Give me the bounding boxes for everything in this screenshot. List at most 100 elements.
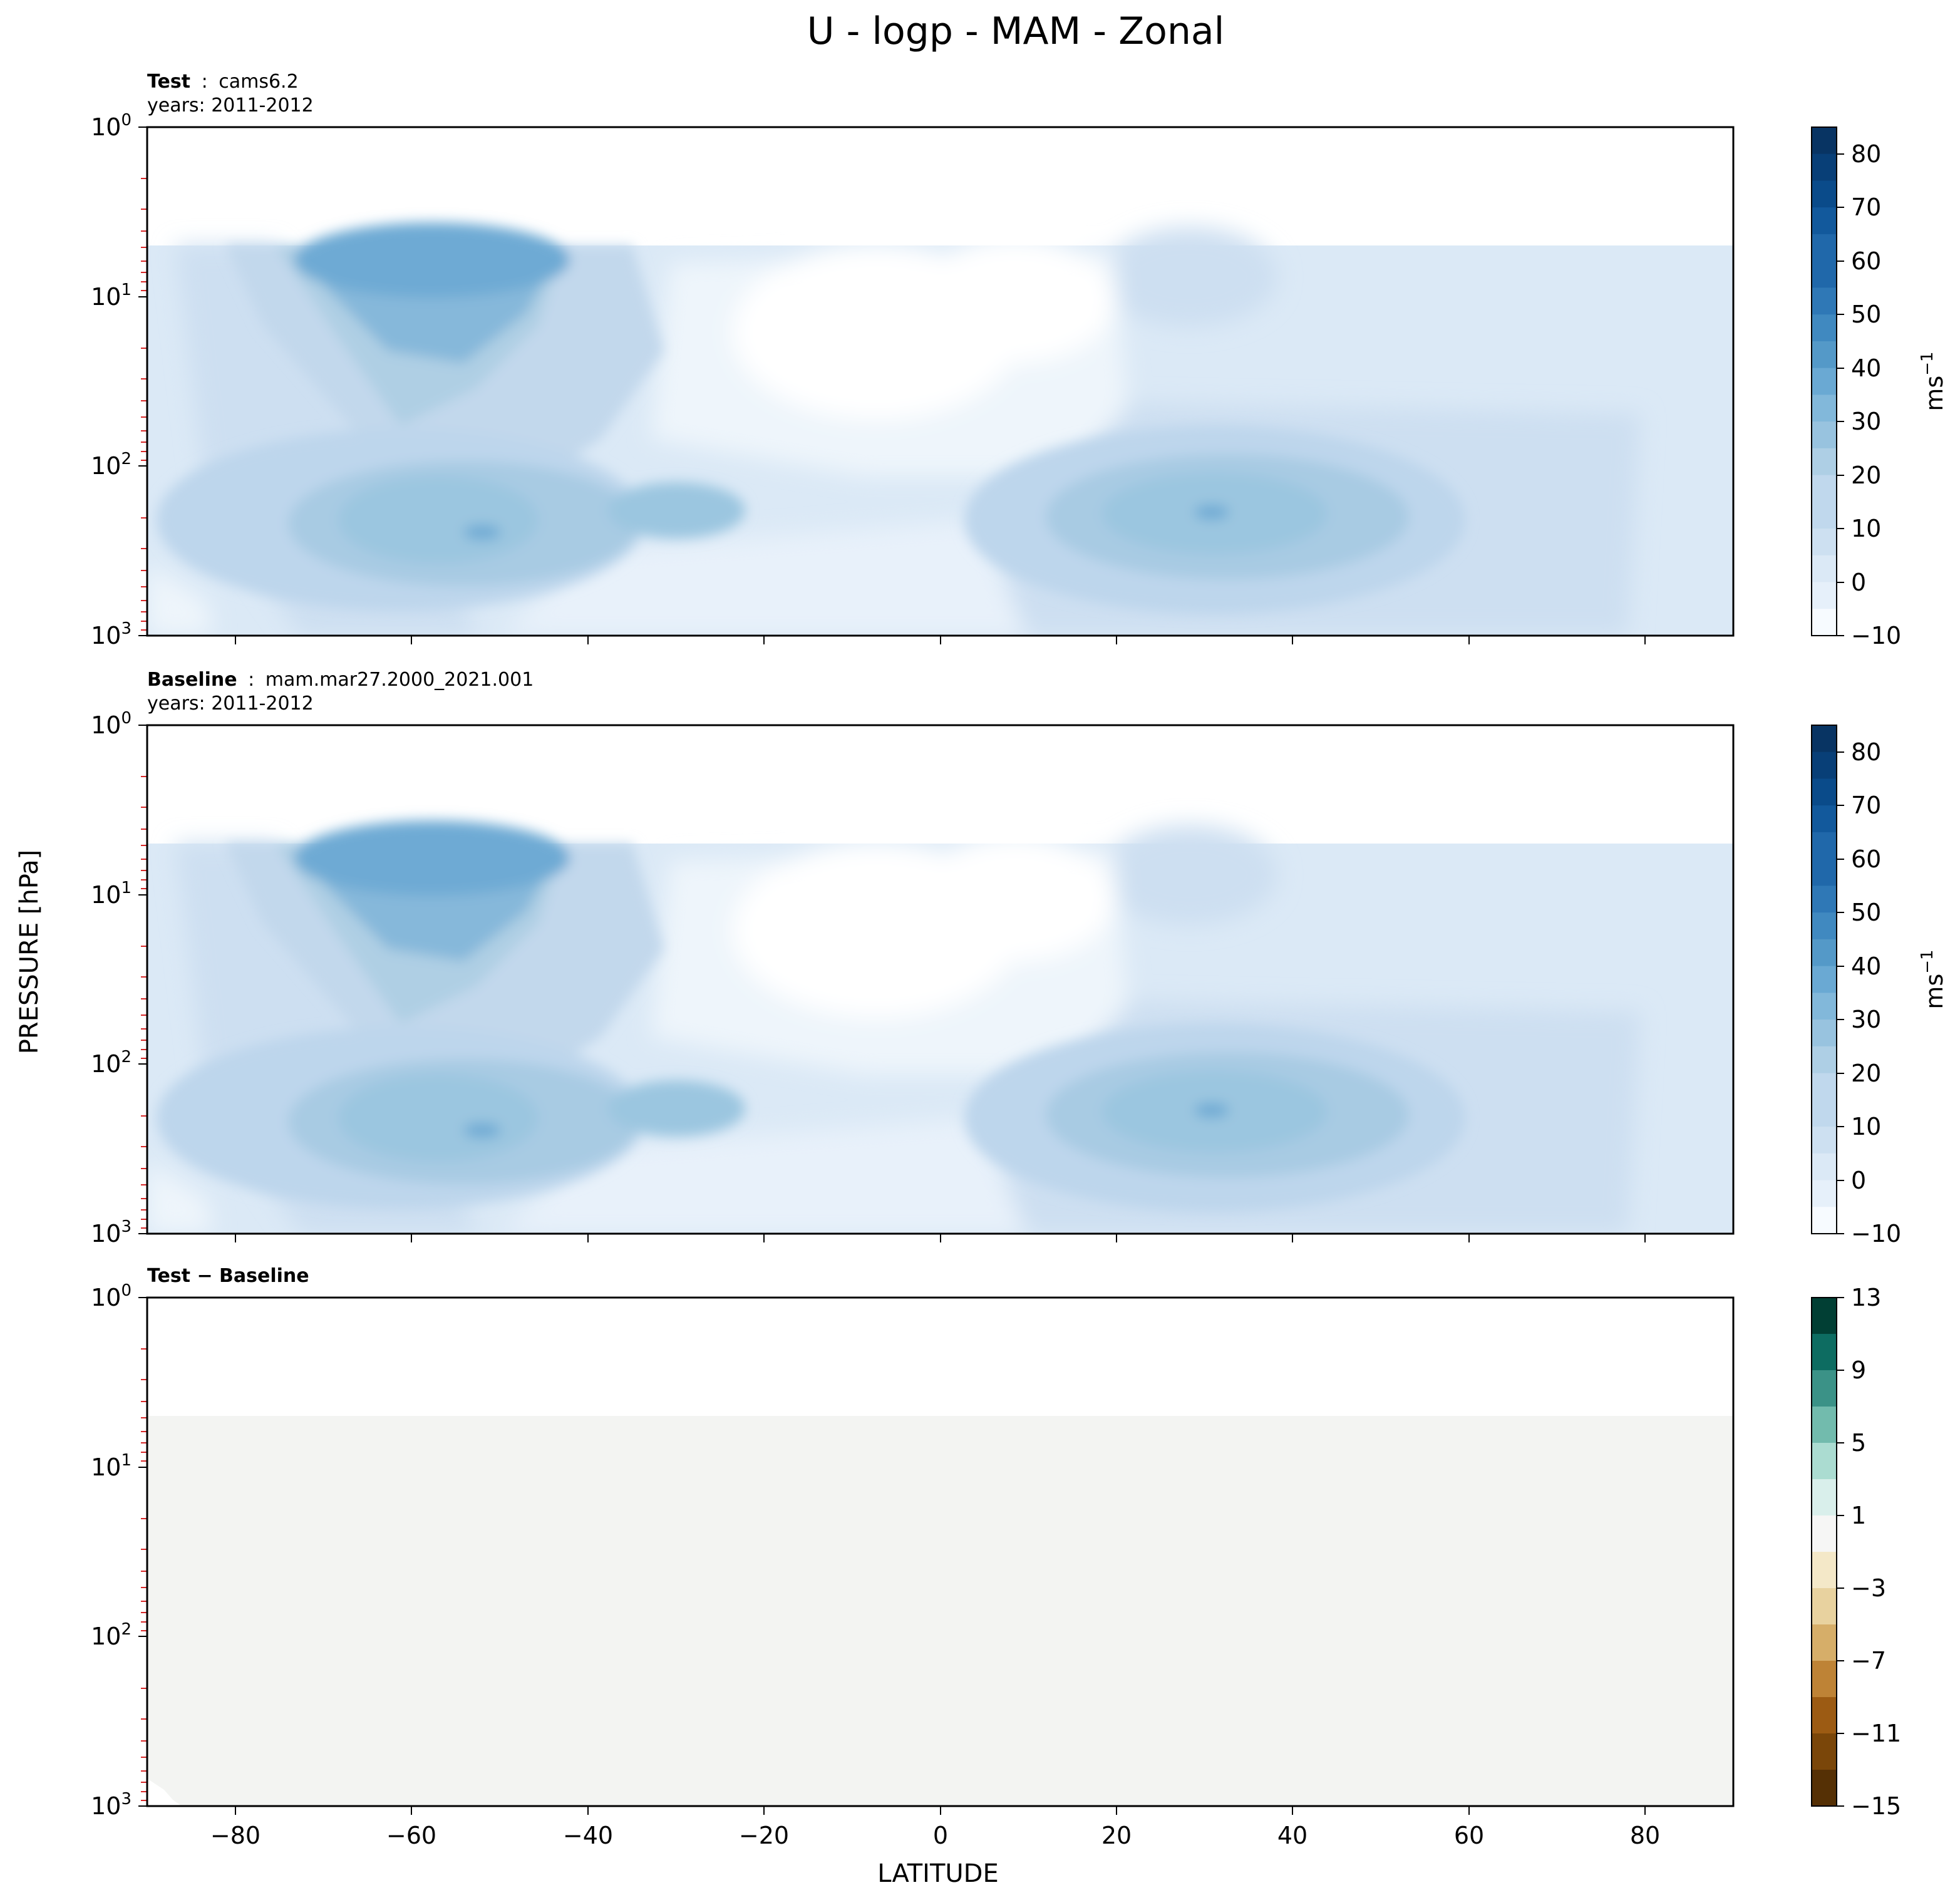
- y-minor-ticks: [141, 178, 147, 631]
- colorbar-swatch: [1812, 234, 1837, 262]
- colorbar-swatch: [1812, 529, 1837, 556]
- colorbar-swatch: [1812, 1733, 1837, 1770]
- colorbar-swatch: [1812, 127, 1837, 155]
- colorbar-swatch: [1812, 180, 1837, 208]
- panel-header-value: mam.mar27.2000_2021.001: [266, 669, 534, 691]
- y-tick-label: 101: [91, 879, 132, 909]
- colorbar-tick-label: 80: [1851, 738, 1881, 766]
- y-tick-label: 101: [91, 281, 132, 311]
- colorbar-swatch: [1812, 725, 1837, 753]
- y-minor-ticks: [141, 1348, 147, 1801]
- colorbar-swatch: [1812, 805, 1837, 833]
- x-ticks: [235, 636, 1646, 644]
- colorbar-swatch: [1812, 448, 1837, 476]
- colorbar-tick-label: 50: [1851, 899, 1881, 926]
- colorbar-tick-label: 40: [1851, 354, 1881, 382]
- colorbar-tick-label: 10: [1851, 1113, 1881, 1140]
- colorbar-swatch: [1812, 1180, 1837, 1207]
- colorbar-swatch: [1812, 261, 1837, 288]
- colorbar-swatch: [1812, 1153, 1837, 1181]
- colorbar-swatch: [1812, 1207, 1837, 1234]
- colorbar-swatch: [1812, 1661, 1837, 1698]
- colorbar-swatch: [1812, 555, 1837, 583]
- colorbar-swatch: [1812, 885, 1837, 913]
- colorbar-swatch: [1812, 287, 1837, 315]
- colorbar-swatch: [1812, 912, 1837, 940]
- colorbar-tick-label: 60: [1851, 247, 1881, 275]
- colorbar-swatch: [1812, 475, 1837, 502]
- panel-years: years: 2011-2012: [147, 693, 314, 715]
- colorbar-tick-label: 20: [1851, 462, 1881, 489]
- x-tick-label: 0: [933, 1822, 948, 1849]
- colorbar: ms−1 −10 0 10 20 30 40 50 60 70 80: [1811, 725, 1948, 1247]
- x-tick-label: 20: [1101, 1822, 1132, 1849]
- colorbar-tick-label: 9: [1851, 1356, 1866, 1384]
- panel-difference: Test − Baseline: [91, 1265, 1901, 1849]
- colorbar-tick-label: −10: [1851, 622, 1901, 649]
- colorbar-tick-label: 10: [1851, 515, 1881, 542]
- panel-header-value: cams6.2: [219, 71, 298, 93]
- colorbar-swatch: [1812, 966, 1837, 993]
- colorbar-swatch: [1812, 1588, 1837, 1625]
- colorbar-ticks: [1837, 751, 1844, 1234]
- colorbar-swatch: [1812, 1298, 1837, 1335]
- y-tick-label: 102: [91, 450, 132, 480]
- contour-field: [147, 1416, 1733, 1806]
- colorbar-swatch: [1812, 1624, 1837, 1661]
- colorbar-swatch: [1812, 502, 1837, 529]
- colorbar-swatch: [1812, 993, 1837, 1020]
- colorbar-swatch: [1812, 609, 1837, 636]
- colorbar: −15 −11 −7 −3 1 5 9 13: [1811, 1284, 1901, 1820]
- y-tick-labels: 100 101 102 103: [91, 709, 132, 1247]
- colorbar-swatch: [1812, 1046, 1837, 1074]
- colorbar-swatch: [1812, 207, 1837, 235]
- colorbar-swatch: [1812, 1020, 1837, 1047]
- colorbar-tick-label: −11: [1851, 1720, 1901, 1747]
- y-tick-label: 103: [91, 1790, 132, 1820]
- y-major-ticks: [138, 1297, 147, 1807]
- colorbar-swatch: [1812, 832, 1837, 860]
- colorbar-tick-labels: −10 0 10 20 30 40 50 60 70 80: [1851, 140, 1901, 649]
- colorbar-tick-label: 0: [1851, 569, 1866, 596]
- panel-header-sep: :: [248, 669, 254, 691]
- y-tick-label: 102: [91, 1048, 132, 1078]
- colorbar-tick-label: 70: [1851, 194, 1881, 221]
- y-tick-labels: 100 101 102 103: [91, 1281, 132, 1820]
- colorbar-tick-label: 40: [1851, 953, 1881, 980]
- colorbar-swatch: [1812, 1127, 1837, 1154]
- panel-header: Test : cams6.2: [147, 71, 299, 93]
- y-tick-label: 103: [91, 619, 132, 649]
- x-tick-label: −20: [739, 1822, 789, 1849]
- y-tick-label: 101: [91, 1451, 132, 1481]
- colorbar-tick-label: −10: [1851, 1220, 1901, 1247]
- x-ticks: [235, 1806, 1646, 1815]
- colorbar-tick-label: 30: [1851, 1006, 1881, 1033]
- colorbar-ticks: [1837, 1297, 1844, 1807]
- colorbar-unit: ms−1: [1918, 949, 1948, 1009]
- colorbar-swatch: [1812, 1407, 1837, 1443]
- y-tick-label: 100: [91, 111, 132, 141]
- colorbar-swatch: [1812, 1100, 1837, 1127]
- colorbar-swatch: [1812, 1697, 1837, 1734]
- panel-header-bold: Baseline: [147, 669, 237, 691]
- colorbar-ticks: [1837, 153, 1844, 636]
- panel-header-bold: Test − Baseline: [147, 1265, 309, 1287]
- colorbar-swatch: [1812, 751, 1837, 779]
- colorbar-tick-label: 0: [1851, 1167, 1866, 1194]
- colorbar-swatch: [1812, 582, 1837, 609]
- y-tick-label: 102: [91, 1620, 132, 1650]
- colorbar-swatch: [1812, 859, 1837, 886]
- y-tick-label: 100: [91, 709, 132, 739]
- contour-field: [147, 820, 1733, 1234]
- colorbar-swatch: [1812, 153, 1837, 181]
- colorbar-tick-label: 50: [1851, 301, 1881, 328]
- y-tick-labels: 100 101 102 103: [91, 111, 132, 649]
- panel-header: Test − Baseline: [147, 1265, 309, 1287]
- colorbar-tick-label: 30: [1851, 408, 1881, 435]
- colorbar: ms−1 −10 0 10 20 30 40 50 60 70 80: [1811, 126, 1948, 649]
- colorbar-swatch: [1812, 341, 1837, 369]
- colorbar-swatch: [1812, 1770, 1837, 1807]
- colorbar-tick-label: 70: [1851, 792, 1881, 819]
- colorbar-swatch: [1812, 395, 1837, 422]
